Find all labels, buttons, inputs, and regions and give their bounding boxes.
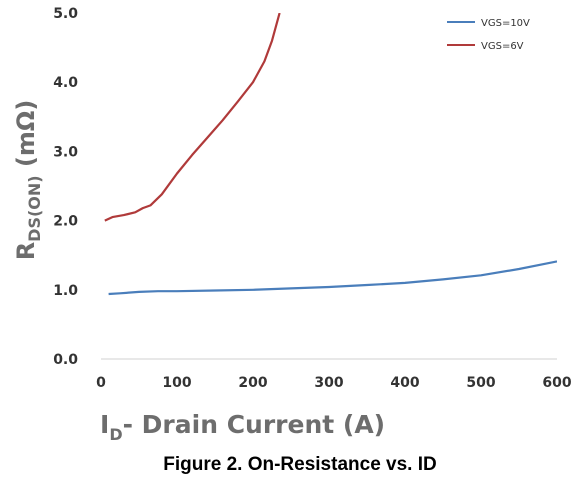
x-tick-label: 400 (390, 375, 419, 391)
y-tick-label: 2.0 (53, 214, 78, 230)
svg-text:RDS(ON) (mΩ): RDS(ON) (mΩ) (12, 100, 44, 261)
y-axis-label-rest: (mΩ) (12, 100, 40, 176)
x-tick-label: 300 (314, 375, 343, 391)
legend-label: VGS=10V (481, 18, 530, 29)
y-tick-label: 1.0 (53, 283, 78, 299)
legend-label: VGS=6V (481, 41, 524, 52)
y-tick-label: 4.0 (53, 75, 78, 91)
series-line-vgs-10v (109, 261, 557, 294)
series-line-vgs-6v (105, 13, 280, 221)
y-axis-label-sub: DS(ON) (25, 175, 44, 241)
x-axis-label-rest: - Drain Current (A) (123, 410, 386, 439)
x-tick-label: 0 (96, 375, 106, 391)
series-layer (105, 13, 557, 294)
x-tick-label: 600 (542, 375, 571, 391)
x-axis-label-sub: D (109, 425, 122, 444)
x-tick-label: 100 (162, 375, 191, 391)
y-tick-label: 5.0 (53, 6, 78, 22)
x-tick-label: 200 (238, 375, 267, 391)
x-axis-label: ID- Drain Current (A) (100, 410, 385, 444)
y-tick-label: 0.0 (53, 352, 78, 368)
y-axis-label-main: R (12, 242, 40, 260)
plot-area: 0.0 1.0 2.0 3.0 4.0 5.0 0 100 200 300 400 500 600 (53, 6, 572, 391)
figure-caption: Figure 2. On-Resistance vs. ID (163, 454, 436, 475)
x-tick-label: 500 (466, 375, 495, 391)
x-axis-label-main: I (100, 410, 109, 439)
y-tick-label: 3.0 (53, 144, 78, 160)
y-axis-label: RDS(ON) (mΩ) (12, 100, 44, 261)
legend: VGS=10V VGS=6V (447, 18, 530, 52)
